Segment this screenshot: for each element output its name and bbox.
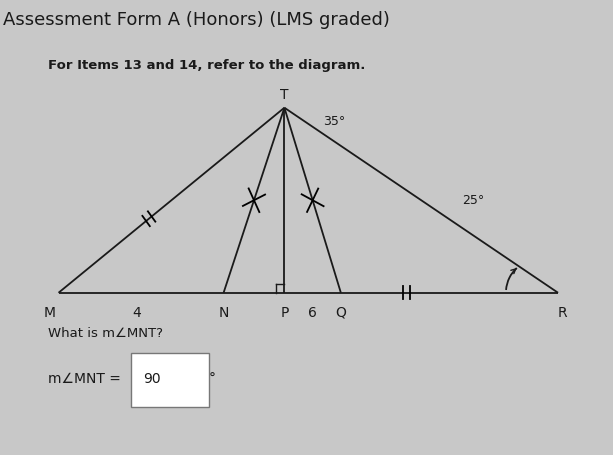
Text: 4: 4 xyxy=(132,306,141,320)
Text: For Items 13 and 14, refer to the diagram.: For Items 13 and 14, refer to the diagra… xyxy=(48,59,365,72)
Text: T: T xyxy=(280,88,289,102)
FancyBboxPatch shape xyxy=(131,353,209,407)
Text: R: R xyxy=(558,306,567,320)
Text: 35°: 35° xyxy=(324,115,346,128)
Text: M: M xyxy=(44,306,56,320)
Text: 25°: 25° xyxy=(462,194,485,207)
Text: Assessment Form A (Honors) (LMS graded): Assessment Form A (Honors) (LMS graded) xyxy=(3,11,390,30)
Text: P: P xyxy=(280,306,289,320)
Text: 90: 90 xyxy=(143,372,160,386)
Text: 6: 6 xyxy=(308,306,317,320)
Text: What is m∠MNT?: What is m∠MNT? xyxy=(48,327,162,340)
Text: °: ° xyxy=(209,372,216,386)
Text: Q: Q xyxy=(335,306,346,320)
Text: m∠MNT =: m∠MNT = xyxy=(48,372,120,386)
Text: N: N xyxy=(218,306,229,320)
